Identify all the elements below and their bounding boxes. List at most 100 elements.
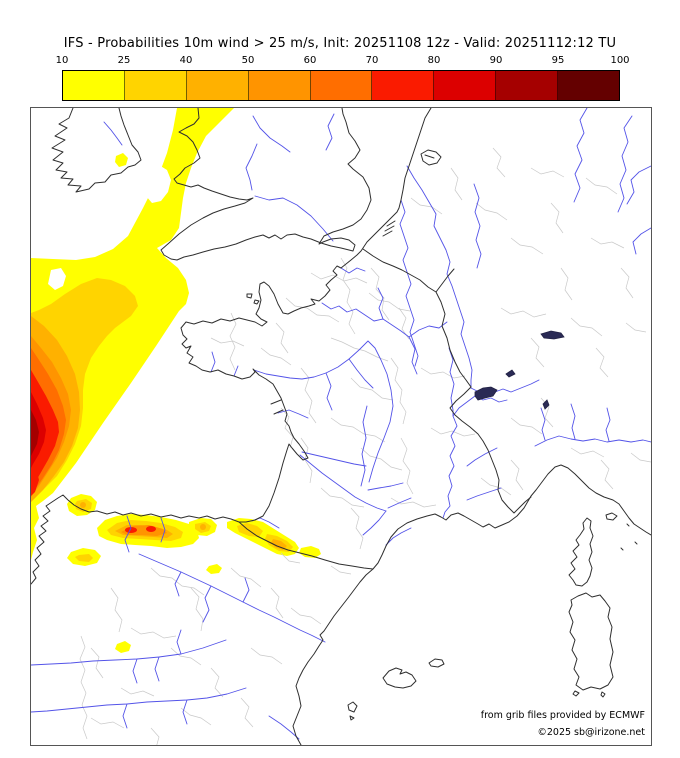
colorbar-tick: 95 <box>551 55 565 66</box>
coastlines-layer <box>31 108 651 745</box>
blob-galicia-coast-40-50 <box>80 502 86 508</box>
river-yonne <box>408 336 418 375</box>
rivers-layer <box>31 108 651 740</box>
river-nspain-2 <box>160 517 166 543</box>
colorbar-segment-95-100 <box>558 71 620 100</box>
blob-cantabria-max-east <box>146 526 156 532</box>
islands-zeeland <box>382 220 396 237</box>
river-duero-trib-1 <box>176 629 182 655</box>
colorbar <box>62 70 620 101</box>
lake-constance <box>540 330 565 340</box>
river-meuse <box>399 199 419 367</box>
river-ebro <box>138 553 326 643</box>
river-somme <box>340 267 366 274</box>
colorbar-segment-10-25 <box>63 71 125 100</box>
river-severn <box>245 143 258 191</box>
border-france-spain <box>238 521 374 570</box>
island-re <box>270 399 282 405</box>
contour-irish-sea-spot <box>115 153 128 167</box>
river-po-trib-2 <box>605 407 611 442</box>
river-nspain-1 <box>124 515 132 553</box>
river-vienne <box>325 372 333 411</box>
river-thames <box>254 195 334 242</box>
river-tarn <box>387 497 412 509</box>
river-durance <box>466 487 502 501</box>
map-canvas: from grib files provided by ECMWF ©2025 … <box>30 107 652 746</box>
river-garonne <box>299 454 387 512</box>
river-dordogne <box>301 451 367 467</box>
blob-cantabria-max-west <box>125 527 137 533</box>
island-menorca <box>428 658 445 668</box>
river-ebro-trib-2 <box>242 577 250 603</box>
river-jucar <box>268 715 300 740</box>
colorbar-tick: 70 <box>365 55 379 66</box>
river-saone <box>448 347 455 417</box>
blob-central-spain-10-25 <box>115 641 131 653</box>
colorbar-tick: 25 <box>117 55 131 66</box>
island-mallorca <box>382 667 417 689</box>
river-rhine <box>406 165 473 389</box>
lake-neuchatel <box>505 369 516 378</box>
coast-great-britain <box>160 108 372 261</box>
river-tajo-trib-1 <box>182 699 188 725</box>
contour-atlantic-90-95 <box>31 410 39 456</box>
river-oise <box>377 287 384 320</box>
river-brittany-1 <box>210 351 216 373</box>
river-ireland <box>103 121 123 146</box>
islets-tuscany <box>620 523 638 551</box>
border-france-belgium-germany <box>362 248 472 388</box>
coast-mediterranean <box>292 464 651 745</box>
contour-hole-irish-sea <box>144 165 171 203</box>
lakes-layer <box>474 330 565 410</box>
river-garonne-upper <box>362 510 387 536</box>
river-germany-3 <box>626 165 651 205</box>
river-ticino <box>540 407 546 441</box>
map-title: IFS - Probabilities 10m wind > 25 m/s, I… <box>63 36 617 51</box>
lake-geneva <box>474 386 498 401</box>
attribution-source: from grib files provided by ECMWF <box>480 710 645 721</box>
river-cher <box>348 358 374 389</box>
colorbar-segment-60-70 <box>310 71 373 100</box>
islands-channel <box>246 293 260 305</box>
lake-maggiore <box>542 399 550 410</box>
river-ouse <box>325 113 335 151</box>
blob-pyrenees-east-40-50 <box>271 539 287 550</box>
colorbar-tick: 90 <box>489 55 503 66</box>
river-duero <box>31 639 227 666</box>
river-ebro-trib-3 <box>174 571 182 597</box>
river-po-trib-1 <box>570 403 576 440</box>
coast-continent-west <box>31 108 432 585</box>
island-sardinia <box>568 592 614 691</box>
colorbar-segment-70-80 <box>372 71 435 100</box>
admin-boundaries-layer <box>79 147 651 745</box>
border-france-switzerland-italy <box>449 386 532 514</box>
colorbar-tick: 10 <box>55 55 69 66</box>
river-seine <box>321 302 410 338</box>
river-mosel <box>473 183 482 269</box>
river-brittany-2 <box>233 365 239 377</box>
river-marne <box>408 321 448 338</box>
river-isere <box>466 447 498 467</box>
river-germany-2 <box>617 115 633 213</box>
river-trent <box>252 115 291 153</box>
colorbar-segment-40-50 <box>186 71 249 100</box>
colorbar-tick: 40 <box>179 55 193 66</box>
river-germany-1 <box>573 108 588 203</box>
probability-contours-layer <box>31 108 321 653</box>
colorbar-tick: 60 <box>303 55 317 66</box>
river-duero-trib-3 <box>154 656 160 682</box>
colorbar-segment-25-40 <box>124 71 187 100</box>
river-aude <box>385 527 412 546</box>
river-duero-trib-2 <box>132 658 138 684</box>
colorbar-tick: 50 <box>241 55 255 66</box>
river-charente <box>277 409 309 419</box>
blob-cantabria-east-40-50 <box>200 524 206 530</box>
contour-coastal-red-tongue <box>31 458 39 496</box>
island-ibiza <box>347 701 358 721</box>
colorbar-segment-80-90 <box>434 71 497 100</box>
coast-ireland <box>51 108 142 193</box>
blob-pyrenees-se-10-25 <box>299 546 321 558</box>
blob-inland-galicia-25-40 <box>75 554 93 562</box>
river-tajo <box>31 687 247 713</box>
island-elba <box>605 512 618 521</box>
